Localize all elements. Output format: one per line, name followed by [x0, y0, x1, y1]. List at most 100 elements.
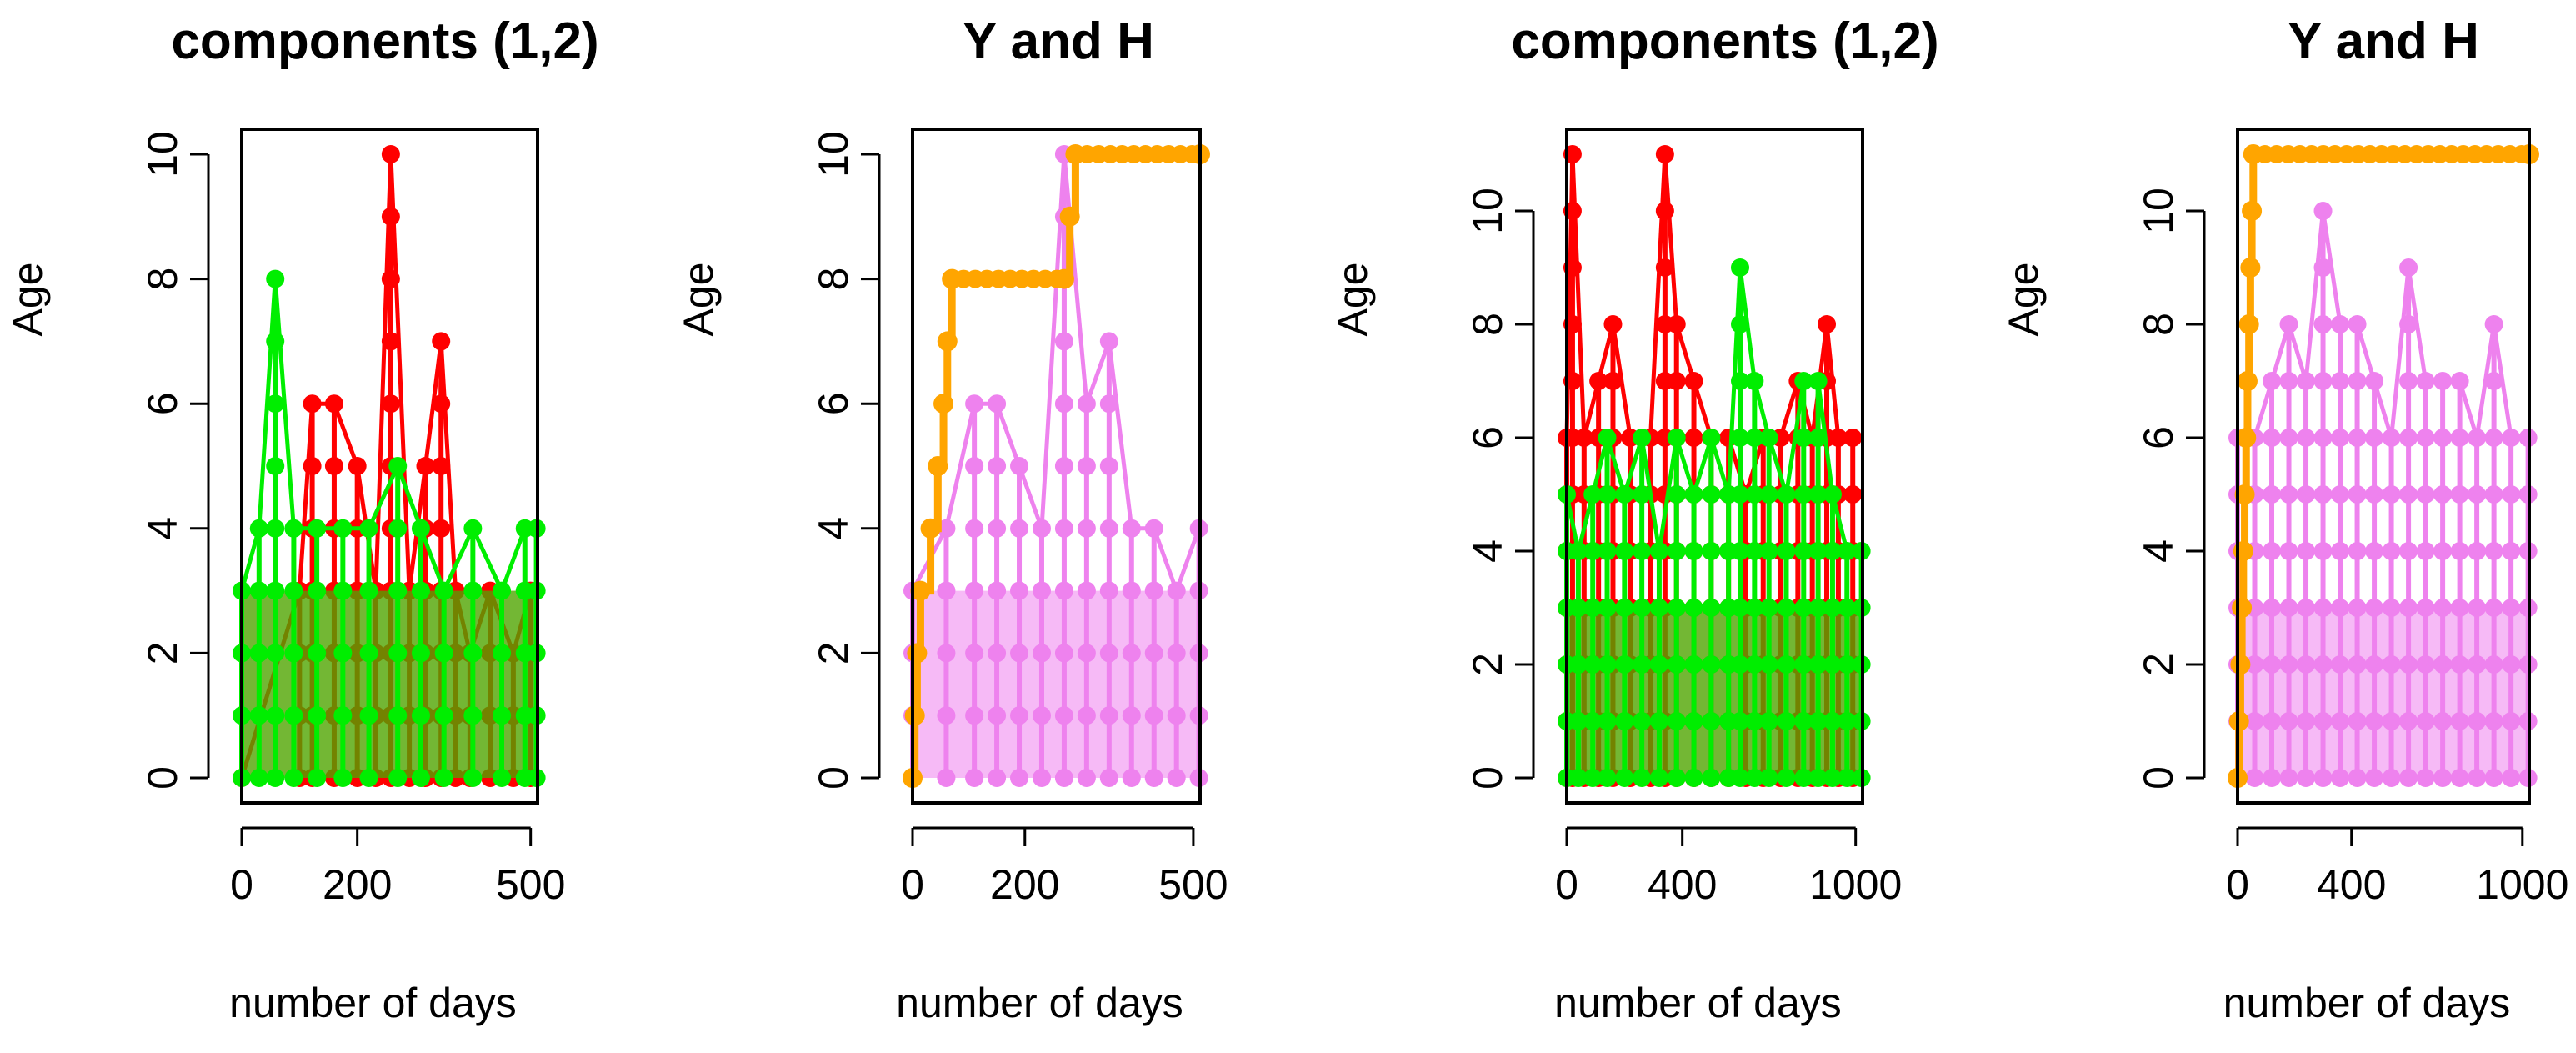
panel-1-series-2-line [239, 278, 537, 597]
panel-2-series-1-point [1032, 644, 1051, 663]
panel-4-series-2-point [2235, 485, 2254, 504]
panel-3-series-2-point [1633, 599, 1652, 617]
panel-4-series-1-point [2399, 712, 2418, 730]
panel-2-series-1-point [1032, 706, 1051, 725]
panel-4-series-1-point [2365, 769, 2384, 787]
panel-1-series-2-point [411, 644, 430, 663]
panel-1-series-2-point [463, 706, 483, 725]
panel-3-series-2-point [1583, 712, 1603, 730]
panel-4-series-1-point [2416, 655, 2435, 674]
panel-4-y-tick-label: 0 [2135, 766, 2182, 790]
panel-4-y-tick-label: 8 [2135, 313, 2182, 336]
panel-4-series-1-point [2450, 655, 2469, 674]
panel-2-y-axis-label: Age [675, 263, 722, 337]
panel-1-series-2-point [308, 581, 327, 600]
panel-1-series-2-point [434, 644, 453, 663]
panel-3-series-2-point [1759, 712, 1778, 730]
panel-4-series-1-point [2331, 655, 2350, 674]
panel-4-series-1-point [2416, 485, 2435, 504]
panel-2-series-1-point [965, 519, 984, 538]
panel-3-series-2-point [1667, 599, 1686, 617]
panel-4-series-1-point [2348, 769, 2367, 787]
panel-4-series-1-point [2365, 655, 2384, 674]
panel-3-series-2-point [1838, 599, 1857, 617]
panel-4-series-1-point [2313, 655, 2333, 674]
panel-4-series-1-point [2484, 769, 2503, 787]
panel-3-series-2-point [1649, 655, 1668, 674]
panel-4-series-1-point [2502, 655, 2521, 674]
panel-3-series-2-point [1808, 712, 1828, 730]
panel-1-series-2-point [359, 581, 378, 600]
panel-4-series-1-point [2416, 599, 2435, 617]
panel-1-y-tick-label: 4 [139, 517, 186, 540]
panel-3-series-2-point [1777, 599, 1796, 617]
panel-2-series-1-point [1054, 394, 1073, 414]
panel-2-series-1-point [1054, 332, 1073, 351]
panel-2-series-1-point [1077, 581, 1096, 600]
panel-3-series-2-point [1684, 599, 1703, 617]
panel-3-series-2-point [1633, 655, 1652, 674]
panel-2-series-1-point [1167, 769, 1186, 787]
panel-3-series-2-point [1684, 655, 1703, 674]
panel-4-series-1-point [2433, 769, 2453, 787]
panel-3-series-2-point [1684, 769, 1703, 787]
panel-4-series-1-point [2297, 599, 2316, 617]
panel-3-series-2-point [1568, 769, 1588, 787]
panel-4-series-1-point [2279, 542, 2298, 560]
panel-1-series-2-point [359, 706, 378, 725]
panel-4-series-1-point [2348, 712, 2367, 730]
panel-3-series-2-point [1745, 655, 1764, 674]
panel-4-title: Y and H [2288, 13, 2479, 70]
panel-2-frame [911, 128, 1202, 805]
panel-1-series-2-point [266, 581, 285, 600]
panel-4-series-1-point [2484, 429, 2503, 447]
panel-3-y-axis-label: Age [1329, 263, 1376, 337]
panel-1-y-tick-label: 2 [139, 641, 186, 664]
panel-2-series-2-point [928, 457, 948, 475]
panel-1-series-2-point [284, 581, 303, 600]
panel-2-y-tick-label: 2 [810, 641, 857, 664]
panel-4-series-1-point [2279, 712, 2298, 730]
panel-4-series-1-point [2416, 712, 2435, 730]
panel-4-series-1-point [2297, 655, 2316, 674]
panel-2-series-1-point [1144, 581, 1163, 600]
panel-1-series-2-point [411, 769, 430, 787]
panel-2-series-1-point [1122, 769, 1141, 787]
panel-1-series-2-point [249, 644, 268, 663]
panel-2-series-1-point [1010, 581, 1029, 600]
panel-1-series-2-point [284, 644, 303, 663]
panel-3-series-2-point [1598, 655, 1617, 674]
panel-4-series-1-point [2313, 315, 2333, 333]
panel-3-y-tick-label: 10 [1464, 188, 1511, 234]
panel-4-series-1-point [2484, 372, 2503, 390]
panel-3-series-2-point [1759, 599, 1778, 617]
panel-2-series-1-point [988, 769, 1007, 787]
panel-4-series-1-point [2484, 542, 2503, 560]
panel-3-series-2-point [1633, 485, 1652, 504]
panel-4-series-1-point [2468, 599, 2487, 617]
panel-4-series-1-point [2365, 429, 2384, 447]
panel-4-series-1-point [2416, 429, 2435, 447]
panel-3-series-2-point [1745, 429, 1764, 447]
panel-3-series-2-point [1794, 712, 1813, 730]
panel-4-series-1-point [2433, 599, 2453, 617]
panel-1-series-2-point [266, 706, 285, 725]
panel-4-series-1-point [2399, 429, 2418, 447]
panel-2-series-1-point [1032, 581, 1051, 600]
panel-4-series-1-point [2450, 712, 2469, 730]
panel-3-series-2-band [1567, 608, 1863, 778]
panel-2-x-tick-label: 200 [990, 861, 1059, 908]
panel-1-series-2-point [266, 394, 285, 414]
panel-3-series-2-point [1823, 542, 1842, 560]
panel-1-series-2-point [411, 706, 430, 725]
panel-3-series-1-point [1603, 372, 1623, 390]
panel-2-series-1-point [1099, 394, 1118, 414]
panel-2-series-1-point [1144, 769, 1163, 787]
panel-4-series-1-point [2365, 485, 2384, 504]
panel-2-series-1-point [937, 581, 956, 600]
panel-3-series-2-point [1598, 599, 1617, 617]
panel-4-series-1-point [2484, 712, 2503, 730]
panel-4-series-1-point [2365, 712, 2384, 730]
panel-1-series-2-point [359, 644, 378, 663]
